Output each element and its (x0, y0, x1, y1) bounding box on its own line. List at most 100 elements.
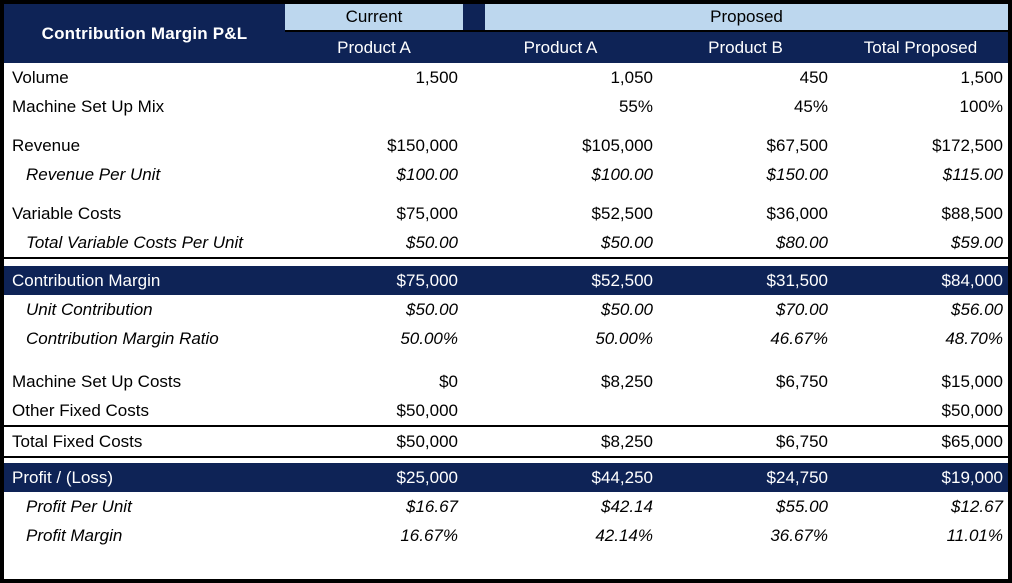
table-row: Machine Set Up Mix 55% 45% 100% (4, 92, 1008, 121)
cell-value: 42.14% (595, 526, 653, 545)
cell-value: 48.70% (945, 329, 1003, 348)
cell-value: $100.00 (396, 165, 458, 184)
cell-value: $172,500 (932, 136, 1003, 155)
page-title: Contribution Margin P&L (4, 4, 285, 63)
cell-value: $75,000 (396, 271, 458, 290)
spacer-row (4, 121, 1008, 131)
row-label: Machine Set Up Costs (12, 372, 182, 391)
spacer-row (4, 189, 1008, 199)
cell-value: $52,500 (591, 204, 653, 223)
row-label: Variable Costs (12, 204, 122, 223)
header-right: Current Proposed Product A Product A Pro… (285, 4, 1008, 63)
cell-value: 46.67% (770, 329, 828, 348)
row-label: Machine Set Up Mix (12, 97, 165, 116)
table-row: Total Fixed Costs $50,000 $8,250 $6,750 $65,… (4, 427, 1008, 456)
cell-value: $50.00 (601, 300, 653, 319)
divider-rule (4, 456, 1008, 458)
band-row: Contribution Margin $75,000 $52,500 $31,500… (4, 266, 1008, 295)
cell-value: $19,000 (941, 468, 1003, 487)
cell-value: 100% (959, 97, 1003, 116)
cell-value: $8,250 (601, 372, 653, 391)
cell-value: $6,750 (776, 432, 828, 451)
cell-value: $0 (439, 372, 458, 391)
column-group-row: Current Proposed (285, 4, 1008, 32)
spacer-row (4, 353, 1008, 367)
column-group-current: Current (285, 4, 463, 30)
cell-value: $24,750 (766, 468, 828, 487)
column-group-proposed: Proposed (485, 4, 1008, 30)
cell-value: 1,050 (610, 68, 653, 87)
row-label: Total Variable Costs Per Unit (26, 233, 244, 252)
cell-value: 36.67% (770, 526, 828, 545)
cell-value: 11.01% (946, 526, 1003, 545)
cell-value: $84,000 (941, 271, 1003, 290)
cell-value: $36,000 (766, 204, 828, 223)
row-label: Profit / (Loss) (12, 468, 114, 487)
cell-value: 50.00% (400, 329, 458, 348)
cell-value: $50.00 (406, 300, 458, 319)
row-label: Total Fixed Costs (12, 432, 143, 451)
table-row: Other Fixed Costs $50,000 $50,000 (4, 396, 1008, 425)
column-header-current-product-a: Product A (337, 38, 411, 57)
cell-value: $50.00 (406, 233, 458, 252)
cell-value: $50,000 (941, 401, 1003, 420)
row-label: Other Fixed Costs (12, 401, 149, 420)
cell-value: $44,250 (591, 468, 653, 487)
cell-value: $88,500 (941, 204, 1003, 223)
cell-value: $6,750 (776, 372, 828, 391)
cell-value: $12.67 (951, 497, 1003, 516)
cell-value: $31,500 (766, 271, 828, 290)
row-label: Profit Margin (26, 526, 123, 545)
cell-value: $50,000 (396, 432, 458, 451)
cell-value: 1,500 (415, 68, 458, 87)
cell-value: $67,500 (766, 136, 828, 155)
row-label: Contribution Margin (12, 271, 161, 290)
table-row: Contribution Margin Ratio 50.00% 50.00% 46.… (4, 324, 1008, 353)
band-row: Profit / (Loss) $25,000 $44,250 $24,750 $19,… (4, 463, 1008, 492)
cell-value: $75,000 (396, 204, 458, 223)
column-header-product-b: Product B (708, 38, 783, 57)
cell-value: 55% (618, 97, 653, 116)
column-group-divider (463, 4, 485, 30)
cell-value: $65,000 (941, 432, 1003, 451)
row-label: Revenue Per Unit (26, 165, 161, 184)
cell-value: $50.00 (601, 233, 653, 252)
divider-rule (4, 425, 1008, 427)
cell-value: $52,500 (591, 271, 653, 290)
cell-value: $50,000 (396, 401, 458, 420)
table-row: Revenue $150,000 $105,000 $67,500 $172,500 (4, 131, 1008, 160)
cell-value: $70.00 (776, 300, 828, 319)
cell-value: $55.00 (776, 497, 828, 516)
row-label: Contribution Margin Ratio (26, 329, 219, 348)
cell-value: $15,000 (941, 372, 1003, 391)
cell-value: $105,000 (582, 136, 653, 155)
cell-value (463, 396, 658, 425)
cell-value: $16.67 (406, 497, 458, 516)
row-label: Volume (12, 68, 69, 87)
cell-value: $150,000 (387, 136, 458, 155)
cell-value: 450 (799, 68, 828, 87)
cell-value: 16.67% (400, 526, 458, 545)
row-label: Profit Per Unit (26, 497, 132, 516)
row-label: Unit Contribution (26, 300, 153, 319)
cell-value: 45% (793, 97, 828, 116)
cell-value: $100.00 (591, 165, 653, 184)
cell-value: $8,250 (601, 432, 653, 451)
cell-value: 50.00% (595, 329, 653, 348)
cell-value: $56.00 (951, 300, 1003, 319)
column-header-row: Product A Product A Product B Total Prop… (285, 32, 1008, 63)
row-label: Revenue (12, 136, 81, 155)
table-header: Contribution Margin P&L Current Proposed… (4, 4, 1008, 63)
divider-rule (4, 257, 1008, 259)
cell-value: $80.00 (776, 233, 828, 252)
spacer-row (4, 259, 1008, 266)
cell-value: $59.00 (951, 233, 1003, 252)
cell-value (658, 396, 833, 425)
cell-value: $115.00 (942, 165, 1003, 184)
table-row: Unit Contribution $50.00 $50.00 $70.00 $56.0… (4, 295, 1008, 324)
table-row: Machine Set Up Costs $0 $8,250 $6,750 $15,00… (4, 367, 1008, 396)
table-row: Profit Margin 16.67% 42.14% 36.67% 11.01% (4, 521, 1008, 550)
cell-value: $25,000 (396, 468, 458, 487)
column-header-proposed-product-a: Product A (523, 38, 598, 57)
